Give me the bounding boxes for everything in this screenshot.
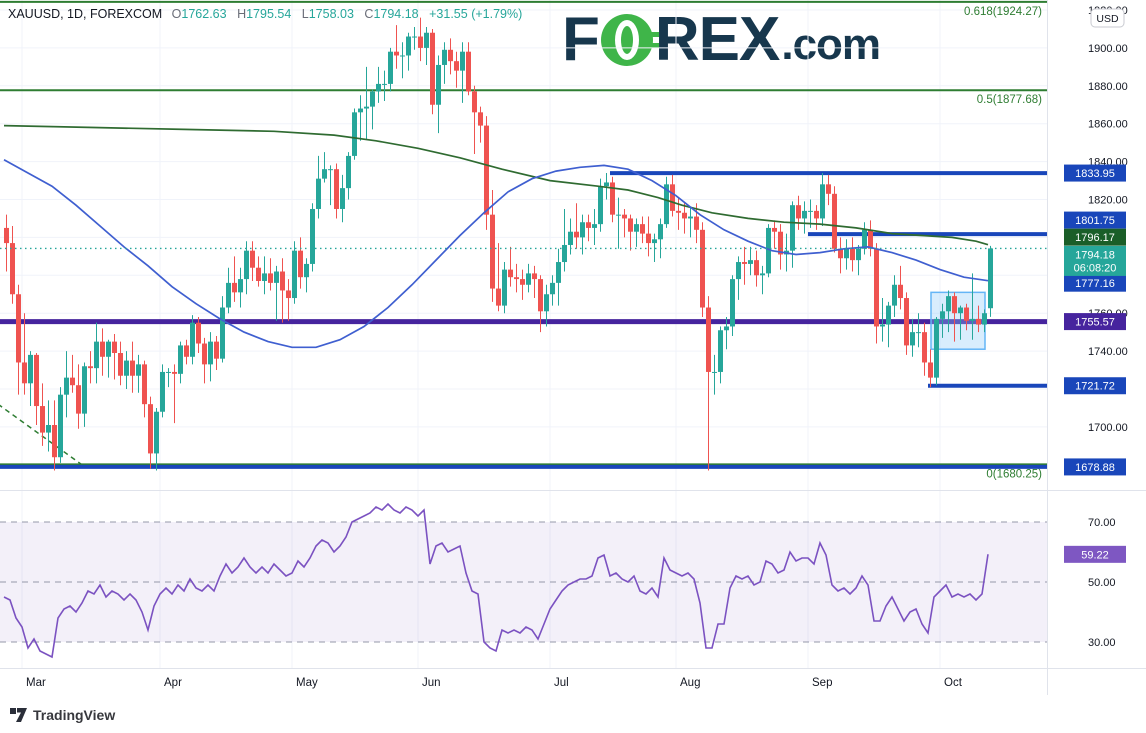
time-axis[interactable] <box>0 669 1047 695</box>
svg-text:May: May <box>296 677 318 689</box>
fib-label: 0(1680.25) <box>986 468 1042 480</box>
price-label-1678.88: 1678.88 <box>1064 458 1126 476</box>
svg-text:1860.00: 1860.00 <box>1088 119 1128 131</box>
tradingview-label: TradingView <box>33 707 116 723</box>
svg-text:30.00: 30.00 <box>1088 637 1116 649</box>
svg-text:Jul: Jul <box>554 677 569 689</box>
price-label-1755.57: 1755.57 <box>1064 313 1126 331</box>
svg-text:1755.57: 1755.57 <box>1075 317 1115 329</box>
ma-label-1796.17: 1796.17 <box>1064 228 1126 246</box>
logo-dotcom: .com <box>781 20 881 69</box>
grid-horizontal <box>0 9 1047 466</box>
ma-label-1777.16: 1777.16 <box>1064 274 1126 292</box>
svg-text:59.22: 59.22 <box>1081 549 1109 561</box>
svg-text:1678.88: 1678.88 <box>1075 462 1115 474</box>
legend-open: O1762.63 <box>171 7 227 21</box>
legend-change: +31.55 (+1.79%) <box>429 7 523 21</box>
svg-text:1777.16: 1777.16 <box>1075 278 1115 290</box>
svg-text:1794.18: 1794.18 <box>1075 249 1115 261</box>
legend-close: C1794.18 <box>364 7 419 21</box>
svg-text:Aug: Aug <box>680 677 700 689</box>
logo-o-currency-icon <box>600 14 659 66</box>
ma-green-line <box>3 124 989 246</box>
svg-text:Mar: Mar <box>26 677 46 689</box>
svg-text:1721.72: 1721.72 <box>1075 381 1115 393</box>
fibonacci-retracement[interactable]: 0.618(1924.27) 0.5(1877.68) 0(1680.25) <box>0 0 1047 480</box>
svg-text:1833.95: 1833.95 <box>1075 168 1115 180</box>
svg-text:1820.00: 1820.00 <box>1088 195 1128 207</box>
svg-text:1700.00: 1700.00 <box>1088 422 1128 434</box>
price-label-1721.72: 1721.72 <box>1064 377 1126 395</box>
fib-label: 0.5(1877.68) <box>977 94 1042 106</box>
svg-text:06:08:20: 06:08:20 <box>1074 262 1117 274</box>
currency-badge[interactable]: USD <box>1090 8 1125 28</box>
symbol-legend[interactable]: XAUUSD, 1D, FOREXCOM O1762.63 H1795.54 L… <box>8 7 529 21</box>
svg-text:USD: USD <box>1096 13 1119 25</box>
symbol-title[interactable]: XAUUSD, 1D, FOREXCOM <box>8 7 163 21</box>
rsi-value-label: 59.22 <box>1064 545 1126 563</box>
svg-text:70.00: 70.00 <box>1088 517 1116 529</box>
time-axis-labels[interactable]: Mar Apr May Jun Jul Aug Sep Oct <box>26 677 963 689</box>
svg-text:1740.00: 1740.00 <box>1088 346 1128 358</box>
svg-text:Oct: Oct <box>944 677 963 689</box>
svg-text:1796.17: 1796.17 <box>1075 232 1115 244</box>
legend-high: H1795.54 <box>237 7 292 21</box>
svg-text:1880.00: 1880.00 <box>1088 81 1128 93</box>
tradingview-attribution[interactable]: TradingView <box>10 707 115 723</box>
logo-letter-f: F <box>562 5 600 74</box>
svg-text:1801.75: 1801.75 <box>1075 215 1115 227</box>
rsi-band <box>0 521 1047 643</box>
horizontal-level-lines[interactable] <box>0 171 1047 469</box>
grid-vertical <box>21 0 941 668</box>
tradingview-icon <box>10 707 27 722</box>
fib-label: 0.618(1924.27) <box>964 6 1042 18</box>
current-price-label: 1794.1806:08:20 <box>1064 245 1126 276</box>
candlesticks <box>4 17 993 471</box>
svg-text:Apr: Apr <box>164 677 182 689</box>
rsi-axis-ticks: 70.00 50.00 30.00 <box>1088 517 1116 649</box>
price-label-1833.95: 1833.95 <box>1064 164 1126 182</box>
ma-blue-line <box>3 158 989 349</box>
svg-text:Jun: Jun <box>422 677 441 689</box>
price-axis[interactable] <box>1047 0 1146 695</box>
svg-text:1900.00: 1900.00 <box>1088 43 1128 55</box>
svg-text:50.00: 50.00 <box>1088 577 1116 589</box>
price-label-1801.75: 1801.75 <box>1064 211 1126 229</box>
legend-low: L1758.03 <box>301 7 354 21</box>
svg-text:Sep: Sep <box>812 677 832 689</box>
rsi-line <box>3 502 989 659</box>
